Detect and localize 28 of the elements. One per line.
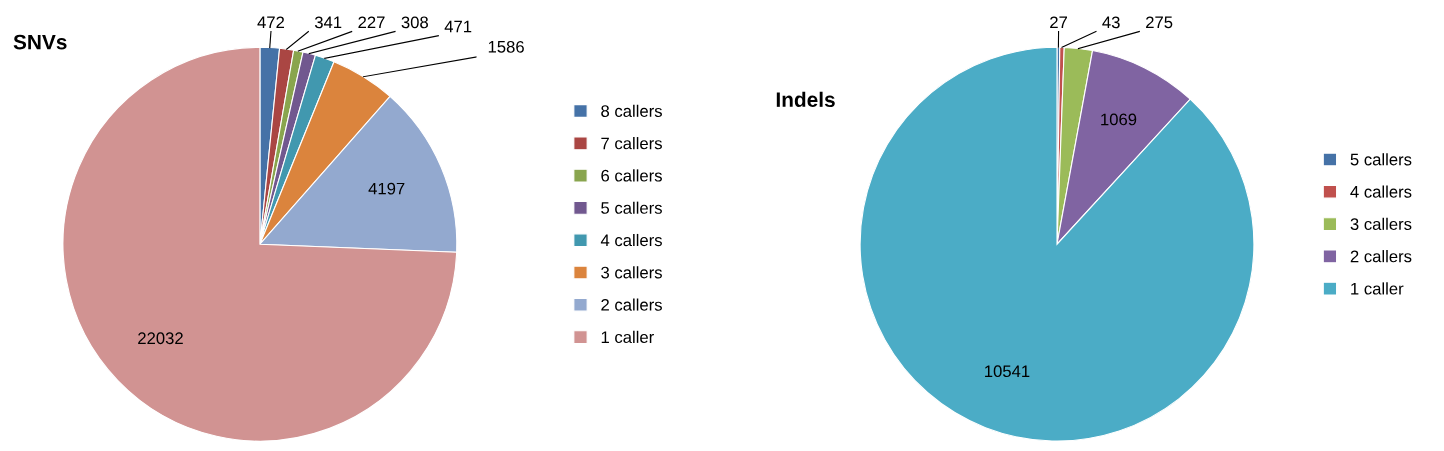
legend-label: 8 callers <box>601 104 662 117</box>
data-label: 1586 <box>488 40 524 53</box>
legend-label: 6 callers <box>601 169 662 182</box>
legend-label: 4 callers <box>600 233 662 247</box>
legend-label: 7 callers <box>601 137 662 150</box>
legend-label: 3 callers <box>1350 217 1412 231</box>
legend-label: 1 caller <box>1351 282 1404 295</box>
data-label: 4197 <box>368 182 405 195</box>
data-label: 1069 <box>1101 113 1137 126</box>
text: Indels <box>776 91 835 108</box>
data-label: 27 <box>1050 16 1068 29</box>
data-label: 275 <box>1146 16 1173 29</box>
legend-label: 1 caller <box>601 330 654 344</box>
legend-label: 2 callers <box>601 298 662 311</box>
data-label: 341 <box>314 16 342 29</box>
legend-label: 2 callers <box>1350 250 1412 263</box>
legend-label: 3 callers <box>601 266 662 279</box>
data-label: 227 <box>358 16 385 29</box>
legend-label: 5 callers <box>1350 153 1412 166</box>
data-label: 308 <box>401 16 428 29</box>
text: SNVs <box>13 34 67 50</box>
data-label: 22032 <box>138 332 183 345</box>
data-label: 10541 <box>985 365 1030 378</box>
legend-label: 5 callers <box>601 201 662 214</box>
data-label: 471 <box>444 20 472 33</box>
data-label: 43 <box>1102 16 1120 29</box>
legend-label: 4 callers <box>1350 185 1412 198</box>
data-label: 472 <box>257 16 285 29</box>
